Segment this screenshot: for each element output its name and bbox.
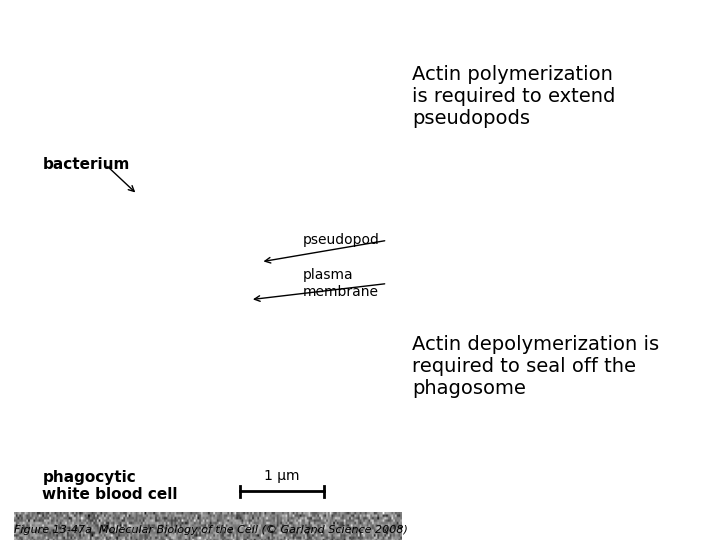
Text: 1 μm: 1 μm (264, 469, 300, 483)
Text: pseudopod: pseudopod (303, 233, 379, 247)
Text: bacterium: bacterium (42, 157, 130, 172)
Text: plasma
membrane: plasma membrane (303, 268, 379, 299)
Text: phagocytic
white blood cell: phagocytic white blood cell (42, 470, 178, 502)
Text: Figure 13-47a  Molecular Biology of the Cell (© Garland Science 2008): Figure 13-47a Molecular Biology of the C… (14, 524, 408, 535)
Text: Actin depolymerization is
required to seal off the
phagosome: Actin depolymerization is required to se… (412, 335, 660, 398)
FancyBboxPatch shape (14, 513, 402, 540)
Text: Actin polymerization
is required to extend
pseudopods: Actin polymerization is required to exte… (412, 65, 616, 128)
